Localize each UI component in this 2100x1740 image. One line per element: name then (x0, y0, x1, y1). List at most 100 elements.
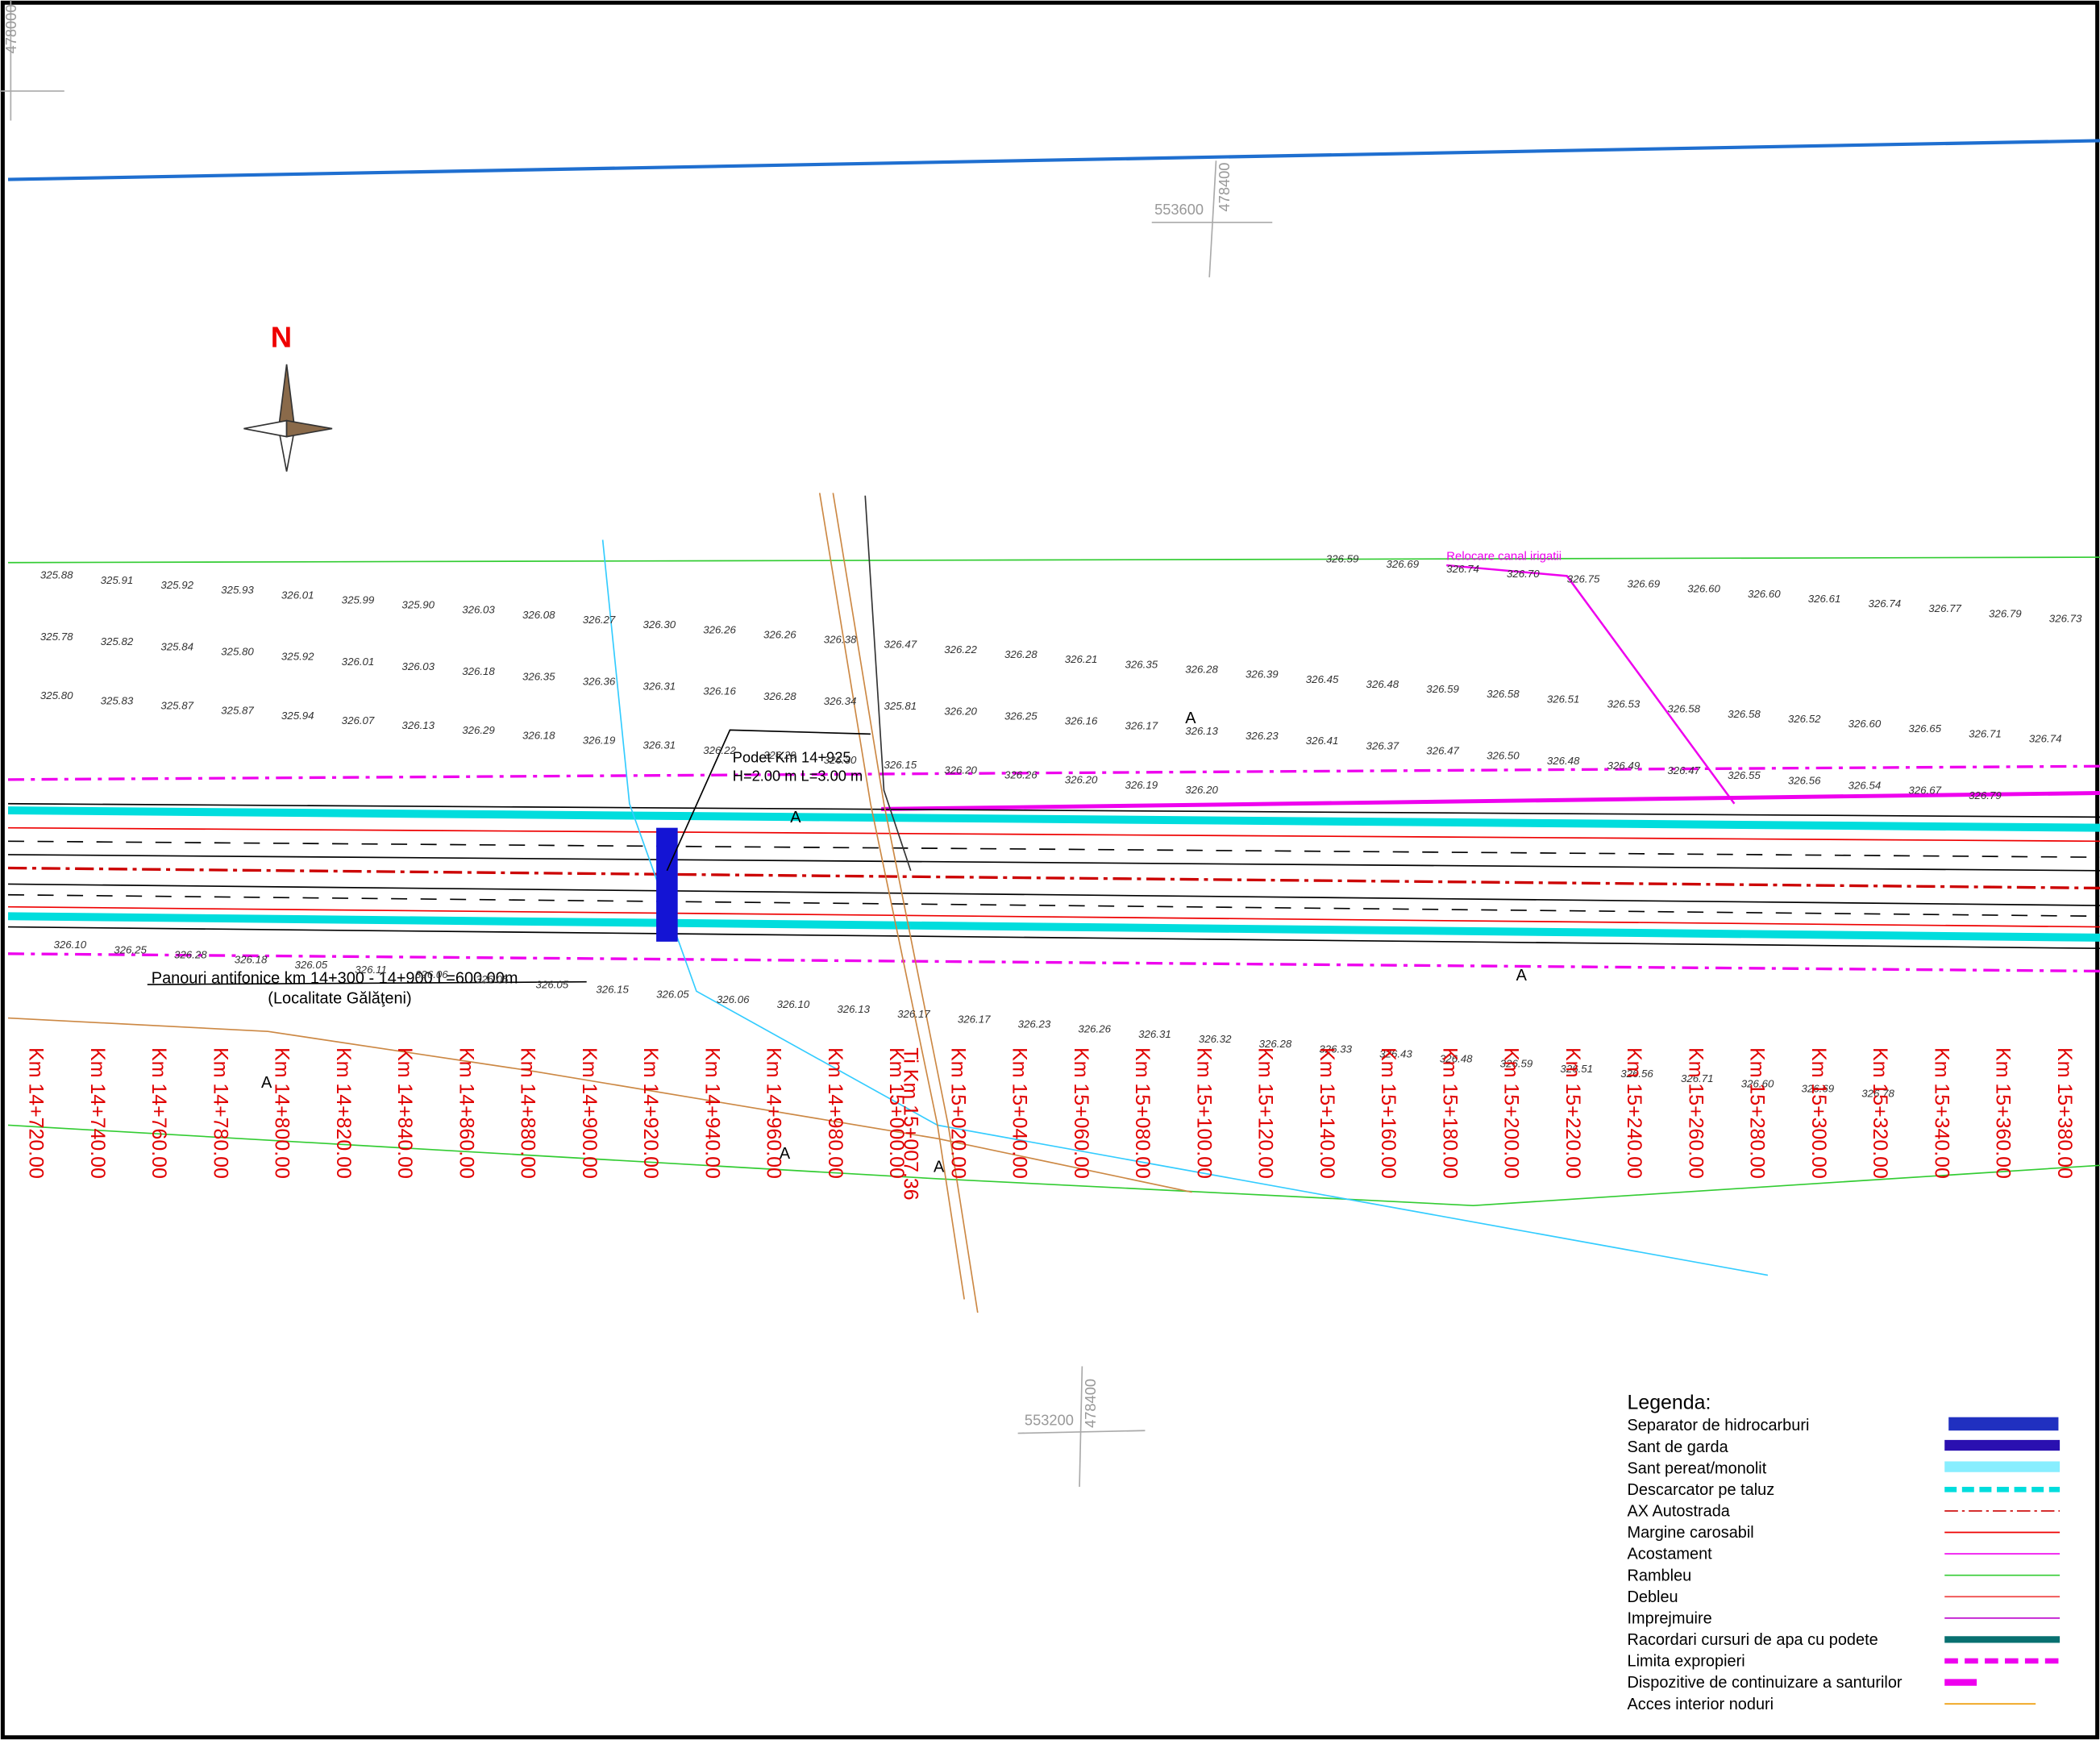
spot-height: 326.26 (1078, 1023, 1111, 1035)
legend-item: Acostament (1628, 1546, 1713, 1563)
spot-height: 326.20 (944, 705, 977, 717)
station-label: Km 15+180.00 (1438, 1047, 1461, 1179)
spot-height: 326.15 (884, 759, 917, 771)
legend-item: Sant pereat/monolit (1628, 1459, 1767, 1477)
station-label: Km 14+900.00 (578, 1047, 601, 1179)
legend-symbol (1944, 1461, 2060, 1472)
spot-height: 326.61 (1808, 593, 1841, 605)
legend-item: Separator de hidrocarburi (1628, 1417, 1810, 1434)
spot-height: 325.82 (101, 635, 134, 647)
spot-height: 326.73 (2049, 612, 2082, 624)
spot-height: 326.16 (1065, 715, 1098, 727)
spot-height: 326.22 (944, 643, 977, 656)
legend-item: Imprejmuire (1628, 1609, 1712, 1627)
spot-height: 326.60 (1748, 588, 1781, 600)
spot-height: 326.51 (1547, 693, 1580, 705)
spot-height: 326.59 (1426, 683, 1459, 695)
spot-height: 325.92 (281, 651, 314, 663)
spot-height: 326.01 (342, 656, 375, 668)
spot-height: 326.60 (1848, 718, 1882, 730)
spot-height: 326.16 (703, 685, 736, 697)
spot-height: 326.31 (642, 681, 676, 693)
spot-height: 326.20 (1185, 784, 1218, 796)
spot-height: 326.21 (1065, 653, 1098, 665)
spot-height: 326.35 (1125, 658, 1158, 670)
spot-height: 326.65 (1908, 722, 1941, 735)
section-mark: A (780, 1145, 791, 1163)
spot-height: 326.43 (1379, 1047, 1412, 1059)
spot-height: 326.28 (1004, 648, 1038, 660)
spot-height: 326.47 (1426, 744, 1459, 756)
spot-height: 326.56 (1788, 774, 1821, 786)
station-label: Km 15+020.00 (946, 1047, 969, 1179)
spot-height: 325.90 (401, 599, 435, 611)
spot-height: 326.58 (1728, 708, 1761, 720)
station-label: Km 15+140.00 (1316, 1047, 1338, 1179)
station-label: Km 15+240.00 (1623, 1047, 1645, 1179)
spot-height: 326.26 (763, 628, 796, 640)
spot-height: 325.83 (101, 694, 134, 706)
spot-height: 326.05 (656, 989, 689, 1001)
grid-label: 553600 (1154, 201, 1204, 218)
section-mark: A (1185, 710, 1196, 727)
spot-height: 326.10 (54, 939, 87, 951)
station-label: Km 15+220.00 (1561, 1047, 1584, 1179)
spot-height: 326.67 (1908, 785, 1941, 797)
spot-height: 326.25 (114, 943, 147, 955)
spot-height: 326.35 (522, 670, 555, 682)
spot-height: 326.19 (583, 735, 616, 747)
legend-item: Sant de garda (1628, 1438, 1729, 1456)
spot-height: 326.34 (824, 695, 857, 707)
spot-height: 326.03 (401, 660, 435, 672)
spot-height: 326.06 (717, 993, 750, 1005)
spot-height: 326.71 (1969, 727, 2002, 739)
station-label: Km 14+840.00 (393, 1047, 416, 1179)
spot-height: 326.58 (1487, 688, 1520, 700)
grid-crosses (0, 0, 1273, 1488)
spot-height: 326.10 (777, 998, 810, 1010)
spot-height: 326.48 (1547, 755, 1580, 767)
spot-height: 326.69 (1386, 558, 1419, 570)
spot-height: 326.39 (1245, 668, 1279, 681)
spot-height: 326.17 (1125, 720, 1158, 732)
spot-height: 326.79 (1989, 607, 2022, 619)
culvert (656, 827, 678, 942)
spot-height: 326.31 (642, 739, 676, 751)
spot-height: 326.74 (1869, 597, 1902, 610)
spot-height: 326.53 (1607, 697, 1640, 710)
station-label: Km 14+860.00 (455, 1047, 477, 1179)
spot-height: 326.33 (1319, 1043, 1352, 1055)
station-label: Km 15+320.00 (1869, 1047, 1891, 1179)
legend-item: Racordari cursuri de apa cu podete (1628, 1631, 1878, 1649)
station-label: Km 14+780.00 (209, 1047, 231, 1179)
spot-height: 326.59 (1500, 1058, 1533, 1070)
spot-height: 325.87 (221, 705, 254, 717)
annotation: Relocare canal irigatii (1446, 549, 1561, 563)
spot-height: 325.84 (160, 640, 193, 652)
spot-height: 325.99 (342, 593, 375, 606)
spot-height: 326.03 (462, 604, 495, 616)
spot-height: 326.18 (462, 665, 495, 677)
panel-leader (147, 980, 587, 985)
station-label: Km 14+960.00 (763, 1047, 785, 1179)
spot-height: 326.32 (1199, 1033, 1232, 1045)
spot-height: 326.79 (1969, 789, 2002, 801)
spot-height: 326.05 (295, 959, 328, 971)
annotation: Panouri antifonice km 14+300 - 14+900 L=… (152, 969, 518, 987)
spot-height: 326.47 (1667, 764, 1700, 776)
spot-height: 326.37 (1366, 739, 1399, 751)
station-label: Km 14+800.00 (271, 1047, 293, 1179)
spot-height: 326.48 (1440, 1053, 1473, 1065)
section-mark: A (1516, 967, 1528, 984)
spot-height: 326.07 (342, 714, 375, 726)
spot-height: 326.75 (1567, 572, 1600, 585)
spot-height: 325.87 (160, 699, 193, 711)
spot-height: 326.28 (763, 690, 796, 702)
spot-height: 326.49 (1607, 760, 1640, 772)
spot-height: 325.81 (884, 700, 917, 712)
spot-height: 325.80 (221, 646, 254, 658)
spot-height: 326.17 (958, 1013, 991, 1025)
spot-height: 326.58 (1667, 703, 1700, 715)
